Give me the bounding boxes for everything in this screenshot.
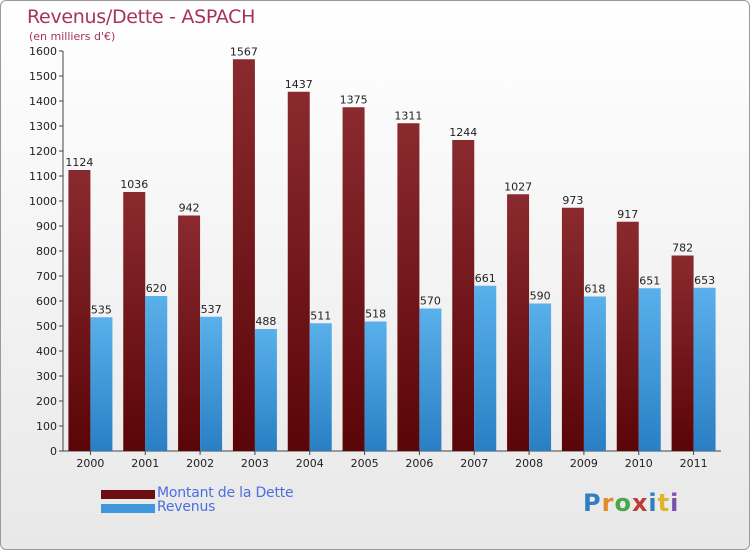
y-tick-label: 200 [36, 395, 57, 408]
value-label-dette: 1027 [504, 180, 532, 193]
value-label-dette: 1375 [340, 93, 368, 106]
value-label-revenus: 661 [475, 272, 496, 285]
logo-letter: t [657, 489, 671, 517]
bar-dette [507, 194, 530, 451]
y-tick-label: 900 [36, 220, 57, 233]
x-tick-label: 2003 [241, 457, 269, 470]
value-label-revenus: 653 [694, 274, 715, 287]
y-tick-label: 1100 [29, 170, 57, 183]
bar-revenus [638, 288, 661, 451]
bar-revenus [200, 316, 223, 451]
y-tick-label: 400 [36, 345, 57, 358]
bar-revenus [693, 287, 716, 451]
y-tick-label: 1000 [29, 195, 57, 208]
y-tick-label: 700 [36, 270, 57, 283]
value-label-revenus: 651 [639, 274, 660, 287]
value-label-revenus: 590 [530, 290, 551, 303]
bar-revenus [419, 308, 442, 451]
legend-swatch-dette [101, 490, 155, 499]
x-tick-label: 2001 [131, 457, 159, 470]
bar-revenus [90, 317, 113, 451]
y-tick-label: 100 [36, 420, 57, 433]
bar-dette [68, 170, 91, 451]
value-label-dette: 1437 [285, 78, 313, 91]
bar-revenus [145, 296, 168, 451]
value-label-revenus: 488 [255, 315, 276, 328]
bar-revenus [529, 303, 552, 451]
x-tick-label: 2004 [296, 457, 324, 470]
logo-letter: i [670, 489, 680, 517]
legend-swatch-revenus [101, 504, 155, 513]
value-label-revenus: 511 [310, 309, 331, 322]
bar-dette [671, 255, 694, 451]
x-tick-label: 2007 [460, 457, 488, 470]
bar-dette [232, 59, 255, 451]
y-tick-label: 1500 [29, 70, 57, 83]
value-label-revenus: 537 [201, 303, 222, 316]
value-label-revenus: 618 [584, 283, 605, 296]
value-label-revenus: 620 [146, 282, 167, 295]
bar-revenus [254, 329, 277, 451]
bar-dette [397, 123, 420, 451]
bar-revenus [583, 296, 606, 451]
bar-dette [287, 91, 310, 451]
x-tick-label: 2009 [570, 457, 598, 470]
bar-dette [123, 192, 146, 451]
y-tick-label: 0 [50, 445, 57, 458]
value-label-dette: 1244 [449, 126, 477, 139]
value-label-dette: 1124 [65, 156, 93, 169]
x-tick-label: 2011 [680, 457, 708, 470]
value-label-revenus: 518 [365, 308, 386, 321]
proxiti-logo: Proxiti [583, 489, 679, 517]
y-tick-label: 800 [36, 245, 57, 258]
bar-revenus [474, 285, 497, 451]
bar-dette [342, 107, 365, 451]
logo-letter: r [601, 489, 615, 517]
bar-dette [452, 140, 475, 451]
value-label-dette: 1036 [120, 178, 148, 191]
bar-dette [561, 207, 584, 451]
y-tick-label: 1300 [29, 120, 57, 133]
y-tick-label: 1600 [29, 45, 57, 58]
x-tick-label: 2002 [186, 457, 214, 470]
logo-letter: P [583, 489, 602, 517]
y-tick-label: 1200 [29, 145, 57, 158]
logo-letter: x [631, 489, 649, 517]
value-label-revenus: 570 [420, 295, 441, 308]
chart-title: Revenus/Dette - ASPACH [27, 6, 256, 28]
chart-subtitle: (en milliers d'€) [29, 30, 116, 43]
y-tick-label: 600 [36, 295, 57, 308]
value-label-dette: 782 [672, 242, 693, 255]
logo-letter: o [614, 489, 632, 517]
x-tick-label: 2006 [405, 457, 433, 470]
value-label-dette: 1567 [230, 45, 258, 58]
x-tick-label: 2010 [625, 457, 653, 470]
legend-label-dette: Montant de la Dette [157, 485, 294, 501]
value-label-dette: 973 [562, 194, 583, 207]
bar-dette [178, 215, 201, 451]
y-tick-label: 500 [36, 320, 57, 333]
value-label-dette: 1311 [394, 109, 422, 122]
value-label-dette: 917 [617, 208, 638, 221]
y-tick-label: 300 [36, 370, 57, 383]
x-tick-label: 2000 [76, 457, 104, 470]
bar-revenus [364, 321, 387, 451]
bar-revenus [309, 323, 332, 451]
value-label-dette: 942 [179, 202, 200, 215]
legend-label-revenus: Revenus [157, 499, 216, 515]
x-tick-label: 2008 [515, 457, 543, 470]
y-tick-label: 1400 [29, 95, 57, 108]
bar-dette [616, 221, 639, 451]
x-tick-label: 2005 [351, 457, 379, 470]
value-label-revenus: 535 [91, 303, 112, 316]
logo-letter: i [648, 489, 658, 517]
